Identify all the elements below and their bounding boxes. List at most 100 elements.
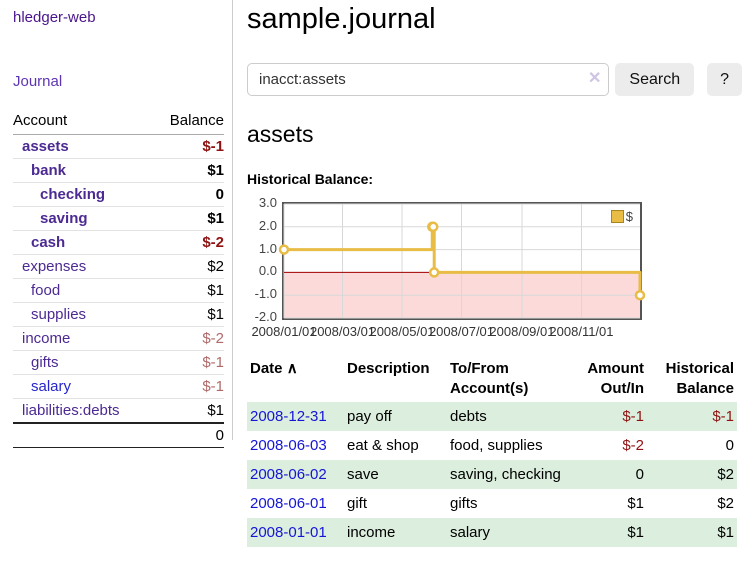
transaction-date-link[interactable]: 2008-06-03	[250, 436, 327, 454]
account-balance: $-1	[152, 134, 224, 159]
transaction-account: debts	[447, 401, 569, 431]
account-row: expenses $2	[13, 254, 224, 279]
account-balance: $-2	[152, 326, 224, 351]
account-balance: $1	[152, 158, 224, 183]
legend-label: $	[625, 209, 633, 224]
accounts-table: Account Balance assets $-1 bank $1 check…	[13, 109, 224, 448]
transaction-description: income	[344, 517, 447, 547]
account-balance: $2	[152, 254, 224, 279]
account-link-gifts[interactable]: gifts	[31, 354, 59, 371]
account-row: saving $1	[13, 206, 224, 231]
legend-swatch-icon	[610, 210, 624, 223]
register-header-description: Description	[347, 360, 430, 377]
account-row: cash $-2	[13, 230, 224, 255]
transaction-balance: $-1	[647, 401, 737, 431]
transaction-amount: 0	[569, 459, 647, 489]
register-row: 2008-12-31 pay off debts $-1 $-1	[247, 401, 737, 431]
x-tick-label: 2008/03/01	[309, 324, 376, 339]
transaction-account: saving, checking	[447, 459, 569, 489]
register-header-amount: Amount Out/In	[587, 360, 644, 398]
app-brand-link[interactable]: hledger-web	[13, 9, 96, 26]
account-balance: $1	[152, 302, 224, 327]
y-tick-label: 3.0	[258, 195, 277, 210]
sort-ascending-icon: ∧	[286, 360, 298, 377]
page-title: sample.journal	[247, 3, 436, 35]
accounts-header-balance: Balance	[152, 109, 224, 135]
account-link-cash[interactable]: cash	[31, 234, 66, 251]
transaction-account: gifts	[450, 494, 478, 512]
sidebar: hledger-web Journal Account Balance asse…	[0, 0, 233, 448]
register-row: 2008-01-01 income salary $1 $1	[247, 517, 737, 547]
account-page-title: assets	[247, 121, 314, 147]
account-balance: 0	[152, 182, 224, 207]
y-tick-label: -2.0	[254, 309, 277, 324]
transaction-balance: 0	[725, 436, 734, 454]
x-tick-label: 2008/05/01	[369, 324, 435, 339]
account-row: gifts $-1	[13, 350, 224, 375]
account-link-food[interactable]: food	[31, 282, 61, 299]
transaction-description: save	[344, 459, 447, 489]
account-link-supplies[interactable]: supplies	[31, 306, 87, 323]
sidebar-item-journal[interactable]: Journal	[13, 73, 63, 90]
accounts-header-account: Account	[13, 109, 153, 135]
account-row: supplies $1	[13, 302, 224, 327]
accounts-total-value: 0	[152, 422, 224, 448]
search-form: ✕ Search ?	[247, 63, 742, 96]
x-tick-label: 2008/01/01	[251, 324, 317, 339]
transaction-description: pay off	[344, 401, 447, 431]
account-row: bank $1	[13, 158, 224, 183]
account-balance: $1	[152, 398, 224, 424]
transaction-amount: $-1	[569, 401, 647, 431]
account-balance: $-1	[152, 374, 224, 399]
account-link-liabilities-debts[interactable]: liabilities:debts	[22, 402, 120, 419]
transaction-date-link[interactable]: 2008-01-01	[250, 523, 327, 541]
account-link-checking[interactable]: checking	[40, 186, 106, 203]
accounts-total-row: 0	[13, 422, 224, 448]
register-row: 2008-06-01 gift gifts $1 $2	[247, 489, 737, 518]
account-link-assets[interactable]: assets	[22, 138, 69, 155]
transaction-date-link[interactable]: 2008-06-01	[250, 494, 327, 512]
transaction-date-link[interactable]: 2008-12-31	[250, 407, 327, 425]
account-link-bank[interactable]: bank	[31, 162, 67, 179]
transaction-balance: $2	[717, 494, 734, 512]
x-tick-label: 2008/11/01	[549, 324, 614, 339]
chart-legend: $	[608, 209, 635, 224]
transaction-description: gift	[347, 494, 368, 512]
account-link-income[interactable]: income	[22, 330, 71, 347]
account-row: liabilities:debts $1	[13, 398, 224, 424]
register-header-account: To/From Account(s)	[450, 360, 529, 398]
chart-plot-area: $	[278, 202, 646, 320]
account-row: assets $-1	[13, 134, 224, 159]
account-link-saving[interactable]: saving	[40, 210, 88, 227]
transaction-description: eat & shop	[347, 436, 419, 454]
transaction-date-link[interactable]: 2008-06-02	[250, 465, 327, 483]
transaction-balance: $1	[647, 517, 737, 547]
transaction-account: salary	[447, 517, 569, 547]
transaction-account: food, supplies	[450, 436, 543, 454]
y-tick-label: 0.0	[258, 263, 277, 279]
transaction-amount: $-2	[622, 436, 644, 454]
register-header-date[interactable]: Date ∧	[247, 357, 344, 402]
main-content: sample.journal ✕ Search ? assets Histori…	[247, 0, 742, 547]
register-row: 2008-06-03 eat & shop food, supplies $-2…	[247, 431, 737, 460]
x-tick-label: 2008/09/01	[489, 324, 555, 339]
account-balance: $1	[152, 206, 224, 231]
register-header-date-label: Date	[250, 360, 283, 377]
account-row: checking 0	[13, 182, 224, 207]
y-tick-label: -1.0	[254, 286, 277, 302]
account-balance: $1	[152, 278, 224, 303]
chart-section-label: Historical Balance:	[247, 171, 374, 187]
account-balance: $-1	[152, 350, 224, 375]
transaction-amount: $1	[627, 494, 644, 512]
search-input[interactable]	[247, 63, 610, 96]
transaction-balance: $2	[647, 459, 737, 489]
account-row: food $1	[13, 278, 224, 303]
clear-search-icon[interactable]: ✕	[587, 70, 602, 87]
account-link-salary[interactable]: salary	[31, 378, 72, 395]
account-link-expenses[interactable]: expenses	[22, 258, 87, 275]
search-button[interactable]: Search	[615, 63, 695, 96]
help-button[interactable]: ?	[707, 63, 742, 96]
historical-balance-chart: $ 3.0 2.0 1.0 0.0 -1.0 -2.0 2008/01/01 2008/03…	[247, 195, 646, 339]
y-tick-label: 2.0	[258, 217, 277, 233]
register-row: 2008-06-02 save saving, checking 0 $2	[247, 459, 737, 489]
